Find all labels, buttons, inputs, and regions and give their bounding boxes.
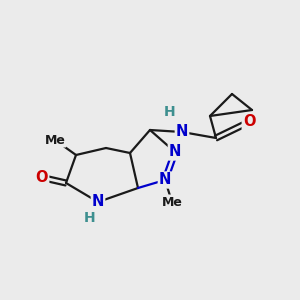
Text: O: O	[243, 115, 255, 130]
Text: N: N	[176, 124, 188, 140]
Text: H: H	[164, 105, 176, 119]
Text: Me: Me	[162, 196, 182, 208]
Text: O: O	[36, 170, 48, 185]
Text: Me: Me	[45, 134, 65, 146]
Text: H: H	[84, 211, 96, 225]
Text: N: N	[92, 194, 104, 209]
Text: N: N	[169, 145, 181, 160]
Text: N: N	[159, 172, 171, 188]
